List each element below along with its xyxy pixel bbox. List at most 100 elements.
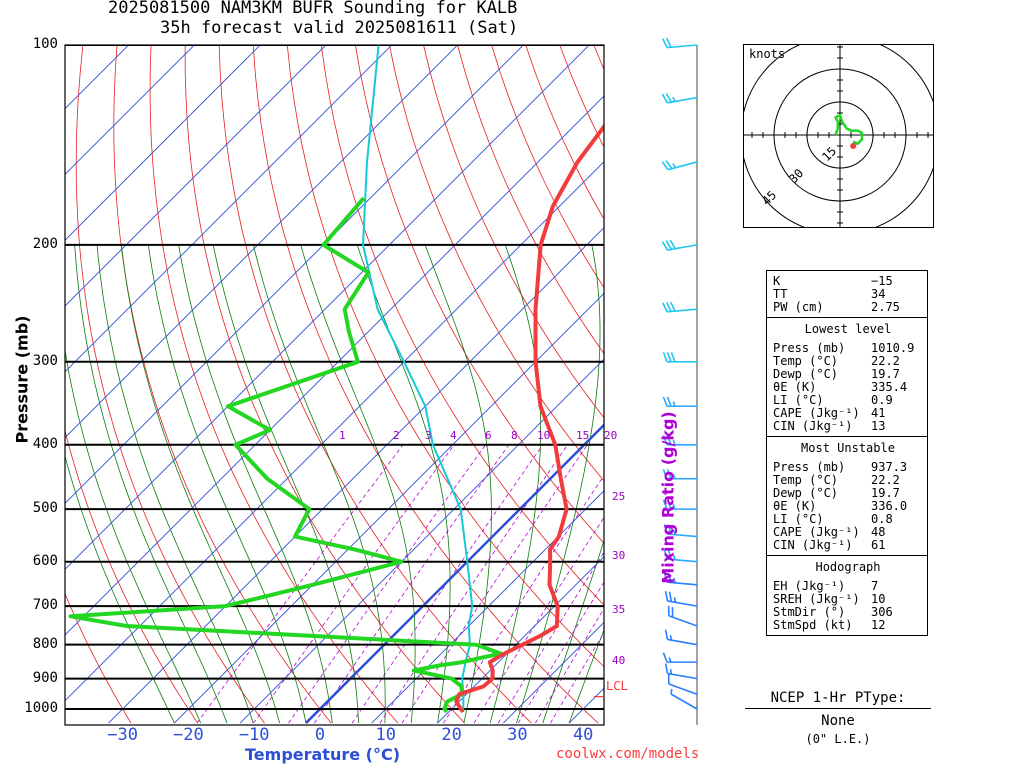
isotherm [65,45,327,307]
index-value: 12 [871,618,886,632]
wind-barb-flag [663,549,668,560]
zero-isotherm [305,423,604,724]
pressure-tick-label: 700 [32,597,58,614]
lcl-label: LCL [606,679,628,693]
moist-adiabat [253,244,386,724]
wind-barb-flag [665,240,673,250]
wind-barb-flag [664,629,669,640]
wind-barb [662,301,698,313]
dry-adiabat [457,45,604,355]
index-label: SREH (Jkg⁻¹) [773,592,860,606]
dry-adiabat [252,45,599,724]
temperature-tick-label: −30 [107,725,138,745]
mixing-ratio-line [550,631,604,724]
index-value: 0.9 [871,393,893,407]
wind-barb-shaft [667,308,698,313]
wind-barb-flag [662,652,668,663]
temperature-trace [454,123,604,714]
mixing-ratio-side-tick-label: 35 [612,603,626,616]
wind-barb [662,435,697,446]
wind-barb-half-flag [672,554,676,560]
index-label: LI (°C) [773,393,824,407]
index-label: θE (K) [773,499,817,513]
wind-barb-flag [666,302,672,312]
index-row: Temp (°C) 22.2 [773,355,923,368]
wind-barb [662,396,697,408]
hodograph-plot [744,45,933,227]
wind-barb-flag [666,352,672,363]
wind-barb-half-flag [672,529,676,535]
moist-adiabat [121,244,280,724]
wind-barb-flag [666,435,672,446]
wind-barb-shaft [667,44,698,49]
temperature-tick-label: 10 [375,725,397,745]
temperature-tick-label: 40 [572,725,594,745]
index-value: 2.75 [871,300,900,314]
moist-adiabat [424,244,492,724]
moist-adiabat [356,244,451,724]
wind-barb [662,352,697,363]
wind-barb-flag [663,524,668,535]
indices-summary: K −15 TT 34 PW (cm) 2.75 [767,271,927,318]
wind-barb-flag [665,160,673,170]
index-value: 336.0 [871,499,908,513]
index-row: CAPE (Jkg⁻¹) 48 [773,526,923,539]
mixing-ratio-tick-label: 4 [450,429,457,442]
index-label: Press (mb) [773,460,846,474]
dry-adiabat [389,45,604,482]
mixing-ratio-side-tick-label: 30 [612,549,626,562]
index-row: Press (mb) 937.3 [773,461,923,474]
wind-barb-half-flag [672,473,676,480]
moist-adiabat [65,348,202,724]
dry-adiabat [65,429,199,724]
wind-barb-half-flag [673,597,677,603]
wind-barb [670,688,698,710]
index-label: TT [773,287,788,301]
index-row: Press (mb) 1010.9 [773,342,923,355]
wind-barb-shaft [667,581,698,586]
hodograph-heading: Hodograph [815,560,881,574]
index-row: CIN (Jkg⁻¹) 13 [773,420,923,433]
wind-barb-half-flag [672,439,676,446]
wind-barb-shaft [667,638,698,646]
mixing-ratio-side-tick-label: 25 [612,490,626,503]
index-label: K [773,274,781,288]
moist-adiabat [178,244,333,724]
index-label: LI (°C) [773,512,824,526]
index-label: Temp (°C) [773,354,839,368]
mixing-ratio-tick-label: 15 [576,429,590,442]
pressure-tick-label: 300 [32,352,58,369]
pressure-tick-label: 100 [32,36,58,52]
ptype-value: None [821,713,855,729]
index-value: 7 [871,579,879,593]
isotherm [65,45,261,241]
isotherm [65,45,590,570]
index-row: Dewp (°C) 19.7 [773,487,923,500]
wind-barb-flag [663,572,668,583]
pressure-tick-label: 900 [32,669,58,686]
wind-barb-flag [670,301,676,312]
wind-barb-shaft [667,600,698,607]
ptype-box: NCEP 1-Hr PType: None (0" L.E.) [745,690,931,746]
wind-barb-flag [661,161,669,171]
wind-barb-half-flag [672,401,676,407]
wind-barb [664,629,698,646]
isotherm [371,490,604,724]
mixing-ratio-tick-label: 6 [485,429,492,442]
wind-barb-flag [662,499,668,510]
wind-barb-flag [665,93,673,103]
wind-barb-flag [667,572,672,583]
isotherm [65,45,525,505]
wind-barb-half-flag [672,577,676,584]
hodograph-trace [833,113,864,146]
isotherm [437,555,604,724]
moist-adiabat [74,244,228,724]
wind-barb-flag [666,37,672,48]
moist-adiabat [568,628,604,724]
pressure-tick-label: 800 [32,635,58,652]
x-axis-label: Temperature (°C) [245,745,401,764]
wind-barb-half-flag [670,688,673,695]
mixing-ratio-label: Mixing Ratio (g/kg) [658,411,678,584]
wind-barb-flag [666,469,672,480]
